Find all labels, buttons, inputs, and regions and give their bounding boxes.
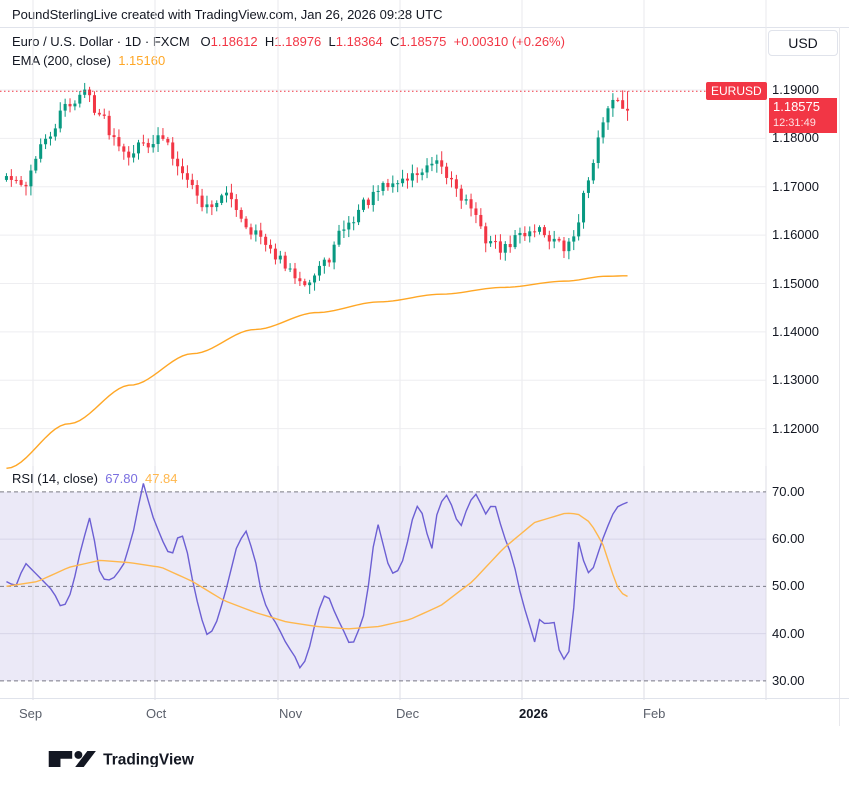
svg-text:TradingView: TradingView: [103, 752, 195, 767]
